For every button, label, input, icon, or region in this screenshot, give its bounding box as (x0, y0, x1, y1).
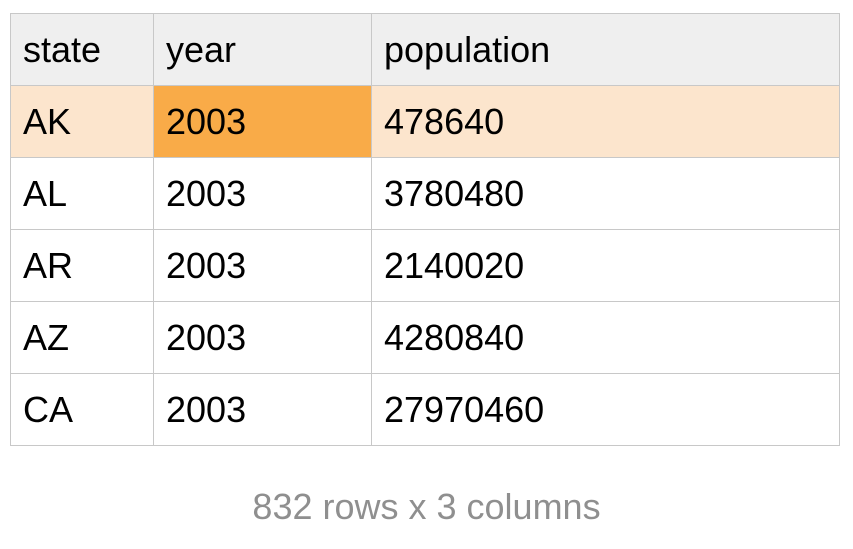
cell-state[interactable]: AR (10, 229, 154, 302)
cell-population[interactable]: 3780480 (371, 157, 840, 230)
cell-population[interactable]: 27970460 (371, 373, 840, 446)
cell-year[interactable]: 2003 (153, 301, 372, 374)
table-row[interactable]: AR 2003 2140020 (10, 229, 840, 302)
cell-population[interactable]: 2140020 (371, 229, 840, 302)
cell-year[interactable]: 2003 (153, 373, 372, 446)
table-row[interactable]: AK 2003 478640 (10, 85, 840, 158)
grid-body: AK 2003 478640 AL 2003 3780480 AR 2003 2… (10, 85, 840, 446)
cell-state[interactable]: AL (10, 157, 154, 230)
header-row: state year population (10, 13, 840, 86)
table-summary: 832 rows x 3 columns (252, 486, 601, 527)
cell-state[interactable]: CA (10, 373, 154, 446)
cell-population[interactable]: 4280840 (371, 301, 840, 374)
cell-state[interactable]: AK (10, 85, 154, 158)
cell-state[interactable]: AZ (10, 301, 154, 374)
table-row[interactable]: AZ 2003 4280840 (10, 301, 840, 374)
cell-year[interactable]: 2003 (153, 157, 372, 230)
column-header-population[interactable]: population (371, 13, 840, 86)
grid-header: state year population (10, 13, 840, 86)
cell-population[interactable]: 478640 (371, 85, 840, 158)
cell-year[interactable]: 2003 (153, 229, 372, 302)
cell-year-active[interactable]: 2003 (153, 85, 372, 158)
data-grid: state year population AK 2003 478640 AL … (10, 13, 840, 446)
table-row[interactable]: AL 2003 3780480 (10, 157, 840, 230)
table-row[interactable]: CA 2003 27970460 (10, 373, 840, 446)
column-header-state[interactable]: state (10, 13, 154, 86)
column-header-year[interactable]: year (153, 13, 372, 86)
